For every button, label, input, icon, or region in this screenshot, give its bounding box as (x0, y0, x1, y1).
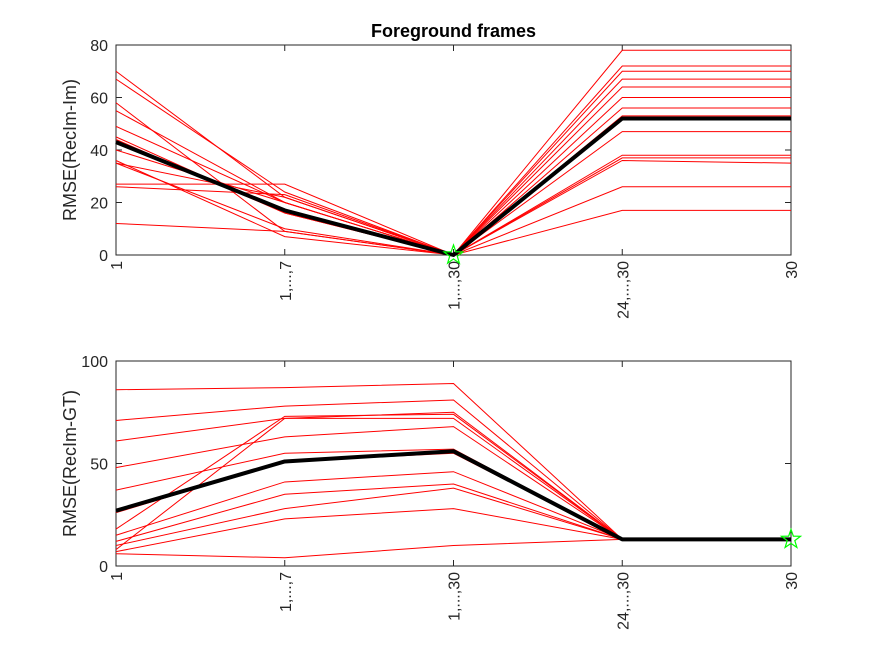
y-tick-label: 80 (90, 38, 108, 55)
x-tick-label: 1,...,7 (278, 261, 295, 301)
y-tick-label: 50 (90, 457, 108, 474)
y-tick-label: 20 (90, 196, 108, 213)
x-tick-label: 1 (109, 261, 126, 270)
x-tick-label: 1 (109, 572, 126, 581)
y-axis-label: RMSE(RecIm-GT) (60, 390, 80, 537)
chart-title: Foreground frames (371, 21, 536, 41)
mean-line (115, 449, 791, 542)
x-tick-label: 30 (784, 572, 801, 590)
plot-area (115, 360, 792, 567)
y-tick-label: 60 (90, 91, 108, 108)
y-tick-label: 40 (90, 143, 108, 160)
y-tick-label: 0 (99, 559, 108, 576)
x-tick-label: 24,...,30 (615, 261, 632, 319)
x-tick-label: 1,...,7 (278, 572, 295, 612)
x-tick-label: 30 (784, 261, 801, 279)
best-marker-star (779, 527, 803, 549)
x-tick-label: 1,...,30 (447, 572, 464, 621)
y-tick-label: 0 (99, 248, 108, 265)
top-plot: 1 1,...,7 1,...,30 24,...,30 30 0 20 40 60 80 RMSE… (60, 38, 801, 319)
x-tick-label: 24,...,30 (615, 572, 632, 630)
y-tick-label: 100 (81, 354, 108, 371)
plot-area (115, 44, 792, 256)
x-tick-label: 1,...,30 (447, 261, 464, 310)
y-axis-label: RMSE(RecIm-Im) (60, 79, 80, 221)
mean-line (115, 116, 791, 257)
best-marker-star (442, 243, 465, 265)
bottom-plot: 1 1,...,7 1,...,30 24,...,30 30 0 50 100 RMSE(Re… (60, 354, 803, 630)
